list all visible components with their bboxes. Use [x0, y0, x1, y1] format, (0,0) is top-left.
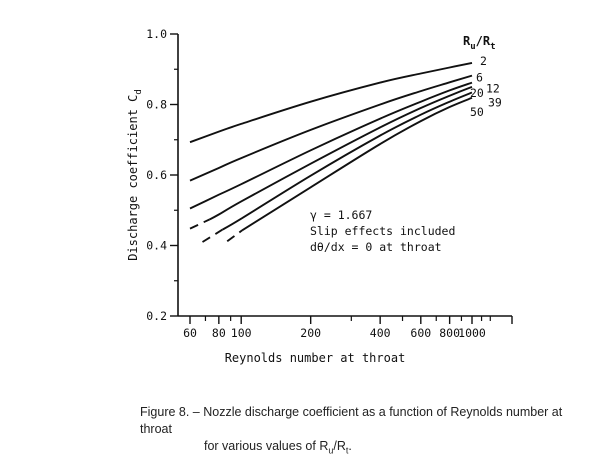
y-tick-label: 0.6 — [146, 168, 167, 182]
x-tick-label: 100 — [231, 326, 252, 340]
series-curves — [189, 61, 473, 243]
y-axis-ticks: 0.2 0.4 0.6 0.8 1.0 — [146, 27, 178, 323]
curve-dashed-20 — [189, 218, 211, 230]
curve-6 — [189, 74, 473, 182]
curve-50 — [241, 96, 473, 232]
curve-label-6: 6 — [476, 71, 483, 85]
y-tick-label: 0.4 — [146, 239, 167, 253]
y-tick-label: 0.8 — [146, 98, 167, 112]
caption-line-1: Figure 8. – Nozzle discharge coefficient… — [140, 405, 563, 436]
curve-dashed-39 — [202, 228, 224, 243]
curve-20 — [209, 86, 473, 221]
curve-label-2: 2 — [480, 54, 487, 68]
x-tick-label: 800 — [439, 326, 460, 340]
discharge-coefficient-chart: 0.20.40.60.81.0 60 80 100 200 400 600 8001000 … — [126, 27, 513, 365]
curve-label-39: 39 — [488, 96, 502, 110]
caption-line-2: for various values of Ru/Rt. — [204, 439, 352, 456]
legend-title: Ru/Rt — [463, 34, 496, 52]
curve-dashed-50 — [226, 229, 243, 243]
curve-label-50: 50 — [470, 105, 484, 119]
x-tick-label: 200 — [300, 326, 321, 340]
figure-caption: Figure 8. – Nozzle discharge coefficient… — [140, 404, 595, 460]
curve-12 — [189, 81, 473, 210]
x-tick-label: 80 — [212, 326, 226, 340]
x-tick-label: 60 — [183, 326, 197, 340]
annotation-slip: Slip effects included — [310, 224, 455, 238]
y-tick-label: 1.0 — [146, 27, 167, 41]
annotation-throat: dθ/dx = 0 at throat — [310, 240, 442, 254]
curve-2 — [189, 61, 473, 144]
curve-39 — [222, 91, 473, 231]
curve-label-12: 12 — [486, 82, 500, 96]
plot-frame — [177, 34, 512, 317]
x-tick-label: 600 — [410, 326, 431, 340]
annotation-gamma: γ = 1.667 — [310, 208, 372, 222]
x-tick-label: 400 — [370, 326, 391, 340]
y-tick-label: 0.2 — [146, 309, 167, 323]
y-axis-label: Discharge coefficient Cd — [126, 89, 144, 261]
curve-label-20: 20 — [470, 86, 484, 100]
x-tick-label: 1000 — [458, 326, 486, 340]
x-axis-label: Reynolds number at throat — [225, 351, 406, 365]
